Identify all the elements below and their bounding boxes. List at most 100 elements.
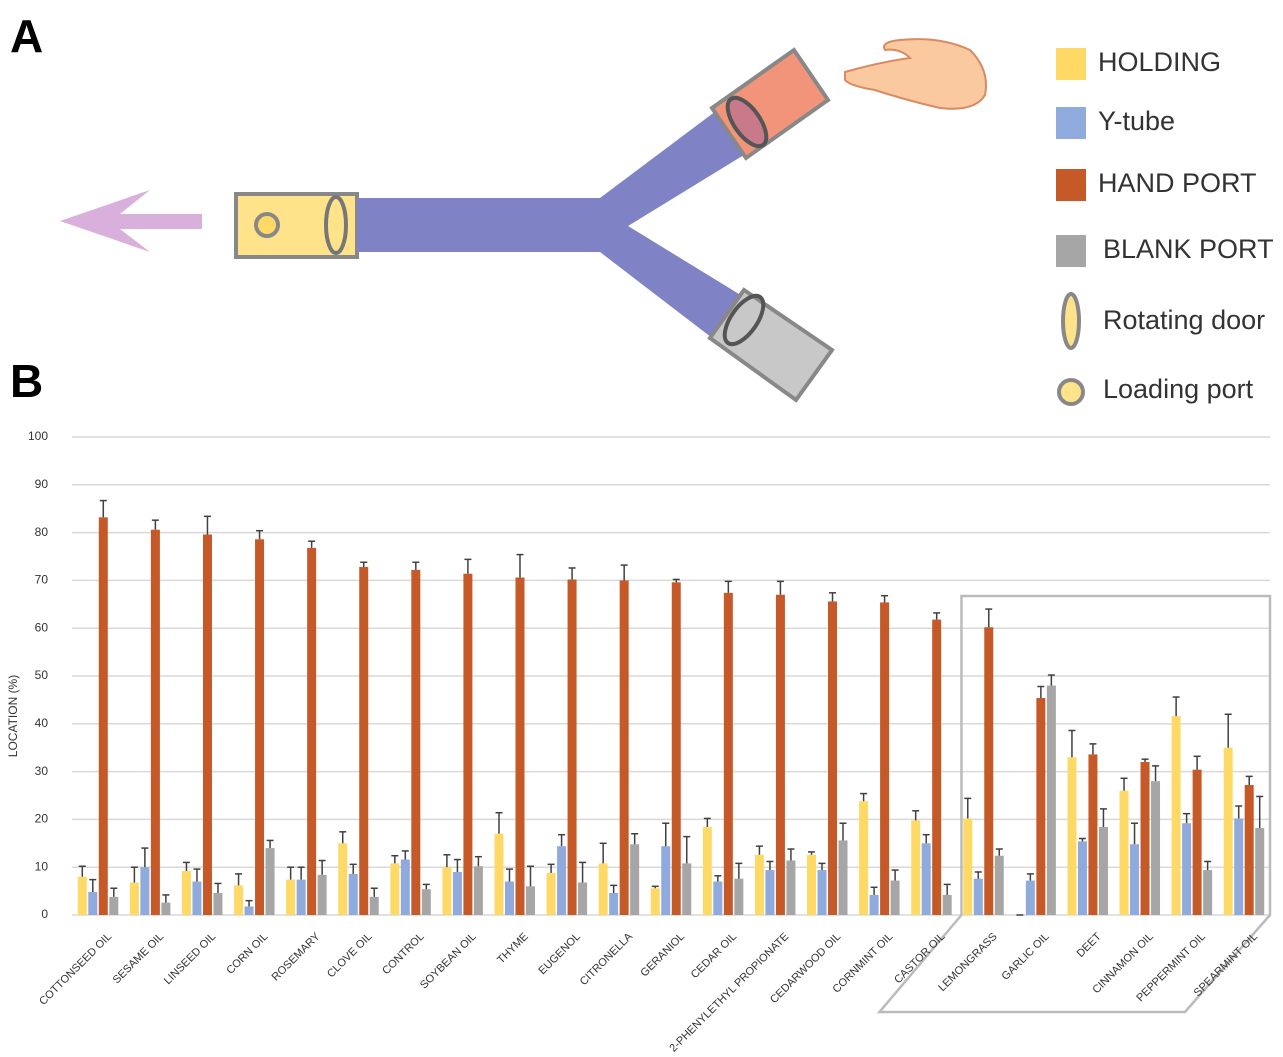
bar	[578, 882, 588, 915]
legend-swatch	[1056, 48, 1086, 80]
error-bar	[99, 499, 107, 518]
arrow	[60, 190, 202, 252]
error-bar	[245, 899, 253, 907]
error-bar	[912, 810, 920, 821]
bar	[557, 846, 567, 915]
error-bar	[1047, 674, 1055, 686]
x-tick-label: CORN OIL	[224, 931, 270, 977]
error-bar	[193, 868, 201, 882]
bar	[452, 871, 462, 915]
bar	[244, 906, 254, 915]
error-bar	[453, 858, 461, 872]
error-bar	[683, 835, 691, 864]
x-tick-label: CEDAR OIL	[689, 931, 739, 981]
bar	[369, 896, 379, 915]
bar	[1244, 784, 1254, 915]
bar	[817, 870, 827, 915]
bar	[515, 577, 525, 915]
bar	[682, 863, 692, 915]
error-bar	[1099, 808, 1107, 828]
bar	[213, 893, 223, 915]
error-bar	[339, 831, 347, 844]
error-bar	[985, 608, 993, 628]
error-bar	[870, 886, 878, 895]
error-bar	[266, 839, 274, 849]
error-bar	[558, 833, 566, 847]
x-tick-label: CITRONELLA	[578, 930, 636, 988]
bar	[1223, 747, 1233, 915]
legend-label: Loading port	[1103, 374, 1254, 404]
legend-label: HOLDING	[1098, 47, 1221, 77]
bar	[973, 878, 983, 915]
bar	[1140, 762, 1150, 915]
error-bar	[256, 529, 264, 540]
error-bar	[349, 863, 357, 874]
error-bar	[974, 871, 982, 879]
bar	[348, 873, 358, 915]
error-bar	[391, 854, 399, 864]
y-tick-label: 0	[41, 907, 48, 921]
bar	[619, 580, 629, 915]
error-bar	[1068, 729, 1076, 758]
bar	[286, 879, 296, 915]
error-bar	[443, 854, 451, 868]
x-tick-label: THYME	[495, 931, 531, 967]
bar	[942, 894, 952, 915]
bar	[1151, 781, 1161, 915]
bar	[661, 846, 671, 915]
error-bar	[808, 851, 816, 855]
x-tick-label: DEET	[1075, 930, 1104, 959]
error-bar	[703, 817, 711, 828]
bar	[828, 601, 838, 915]
y-tick-label: 20	[35, 812, 49, 826]
error-bar	[370, 887, 378, 897]
error-bar	[287, 866, 295, 880]
bar	[296, 879, 306, 915]
bar	[494, 833, 504, 915]
error-bar	[651, 885, 659, 889]
error-bar	[662, 822, 670, 847]
bar	[1192, 769, 1202, 915]
error-bar	[881, 594, 889, 603]
error-bar	[672, 578, 680, 583]
bar	[255, 539, 265, 915]
y-tick-label: 70	[35, 573, 49, 587]
panel-label: B	[10, 355, 43, 407]
error-bar	[891, 869, 899, 881]
y-tick-label: 10	[35, 859, 49, 873]
legend-door	[1061, 292, 1081, 350]
error-bar	[766, 860, 774, 871]
error-bar	[943, 883, 951, 895]
bar	[265, 848, 275, 915]
bar	[411, 569, 421, 915]
rotating-door	[725, 95, 769, 149]
rotating-door	[324, 195, 348, 255]
x-tick-label: ROSEMARY	[270, 930, 323, 983]
legend-label: BLANK PORT	[1103, 234, 1274, 264]
y-tick-label: 50	[35, 668, 49, 682]
error-bar	[787, 848, 795, 861]
error-bar	[714, 875, 722, 882]
bar	[880, 602, 890, 915]
x-tick-label: LINSEED OIL	[162, 931, 218, 987]
x-tick-label: COTTONSEED OIL	[37, 931, 114, 1008]
bar	[202, 534, 212, 915]
bar	[630, 844, 640, 915]
y-tick-label: 30	[35, 764, 49, 778]
bar	[234, 885, 244, 915]
y-tube	[357, 108, 752, 344]
error-bar	[1120, 777, 1128, 791]
error-bar	[505, 868, 513, 882]
bar	[98, 517, 108, 915]
bar	[1255, 828, 1265, 915]
error-bar	[776, 580, 784, 595]
bar	[754, 854, 764, 915]
error-bar	[995, 848, 1003, 856]
error-bar	[1089, 743, 1097, 755]
chart: 0 10 20 30 40 50 60 70 80 90 100 LOCATION (%) COTTON…	[6, 429, 1272, 1055]
x-tick-label: GERANIOL	[638, 931, 687, 980]
panel-label: A	[10, 10, 43, 62]
y-tube-diagram	[60, 38, 987, 403]
bar	[150, 529, 160, 915]
legend-swatch	[1056, 107, 1086, 139]
